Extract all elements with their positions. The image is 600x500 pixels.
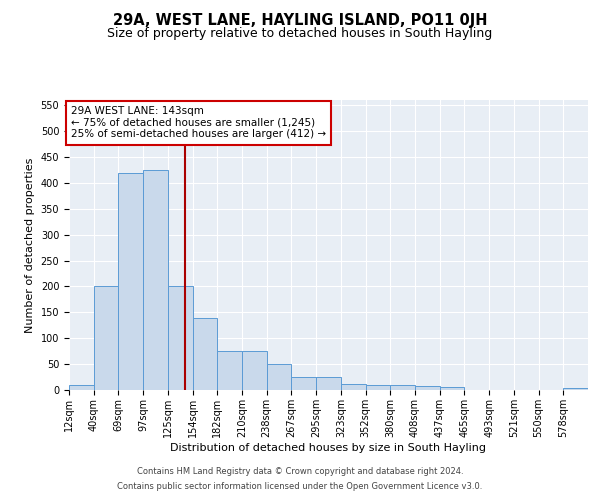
Text: 29A WEST LANE: 143sqm
← 75% of detached houses are smaller (1,245)
25% of semi-d: 29A WEST LANE: 143sqm ← 75% of detached … — [71, 106, 326, 140]
X-axis label: Distribution of detached houses by size in South Hayling: Distribution of detached houses by size … — [170, 442, 487, 452]
Bar — [341, 384, 365, 390]
Bar — [365, 385, 390, 390]
Text: Contains public sector information licensed under the Open Government Licence v3: Contains public sector information licen… — [118, 482, 482, 491]
Bar — [390, 385, 415, 390]
Bar — [415, 386, 440, 390]
Bar — [292, 377, 316, 390]
Bar — [316, 377, 341, 390]
Y-axis label: Number of detached properties: Number of detached properties — [25, 158, 35, 332]
Bar — [143, 170, 168, 390]
Bar — [193, 318, 217, 390]
Bar — [168, 286, 193, 390]
Bar — [217, 351, 242, 390]
Bar — [440, 388, 464, 390]
Bar — [242, 351, 267, 390]
Bar — [267, 364, 292, 390]
Text: Size of property relative to detached houses in South Hayling: Size of property relative to detached ho… — [107, 28, 493, 40]
Text: Contains HM Land Registry data © Crown copyright and database right 2024.: Contains HM Land Registry data © Crown c… — [137, 467, 463, 476]
Bar — [118, 172, 143, 390]
Bar — [69, 385, 94, 390]
Bar — [94, 286, 118, 390]
Text: 29A, WEST LANE, HAYLING ISLAND, PO11 0JH: 29A, WEST LANE, HAYLING ISLAND, PO11 0JH — [113, 12, 487, 28]
Bar — [563, 388, 588, 390]
